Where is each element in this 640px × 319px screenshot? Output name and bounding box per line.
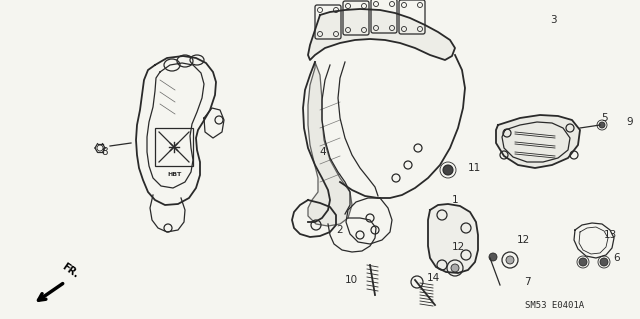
Text: HBT: HBT — [167, 172, 181, 177]
Text: 7: 7 — [524, 277, 531, 287]
Text: 9: 9 — [627, 117, 634, 127]
Polygon shape — [308, 62, 352, 226]
Polygon shape — [496, 115, 580, 168]
Circle shape — [443, 165, 453, 175]
Text: FR.: FR. — [60, 262, 81, 280]
Text: 4: 4 — [320, 147, 326, 157]
Text: 6: 6 — [614, 253, 620, 263]
Text: SM53 E0401A: SM53 E0401A — [525, 300, 584, 309]
Circle shape — [489, 253, 497, 261]
Circle shape — [506, 256, 514, 264]
Text: 3: 3 — [550, 15, 556, 25]
Circle shape — [579, 258, 587, 266]
Text: 12: 12 — [516, 235, 530, 245]
Text: 5: 5 — [602, 113, 608, 123]
Circle shape — [600, 258, 608, 266]
Text: 10: 10 — [344, 275, 358, 285]
Polygon shape — [428, 204, 478, 273]
Text: 14: 14 — [426, 273, 440, 283]
Bar — [155, 128, 193, 166]
Polygon shape — [308, 9, 455, 60]
Circle shape — [599, 122, 605, 128]
Text: 12: 12 — [451, 242, 465, 252]
Text: 2: 2 — [337, 225, 343, 235]
Text: 1: 1 — [452, 195, 458, 205]
Text: 13: 13 — [604, 230, 616, 240]
Text: 11: 11 — [467, 163, 481, 173]
Text: 8: 8 — [102, 147, 108, 157]
Circle shape — [451, 264, 459, 272]
